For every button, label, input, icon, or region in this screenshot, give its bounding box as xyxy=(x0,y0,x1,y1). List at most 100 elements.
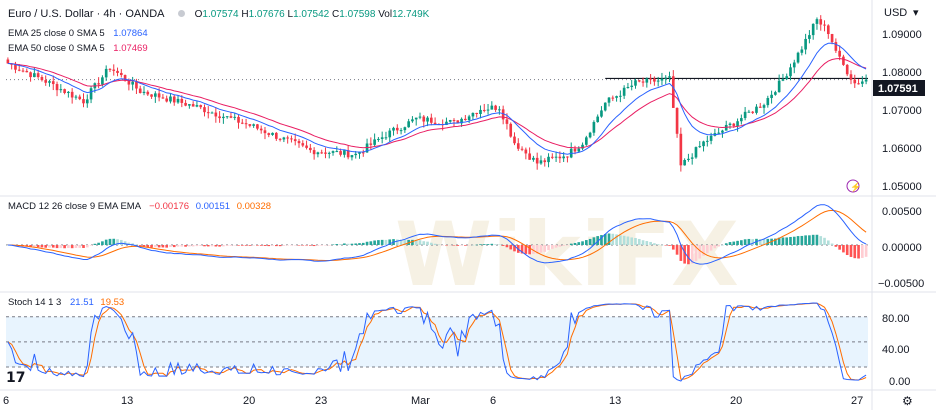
candle-body xyxy=(740,118,743,122)
lightning-icon[interactable] xyxy=(846,179,860,193)
macd-histogram-bar xyxy=(600,235,603,245)
candle-body xyxy=(755,106,758,113)
candle-body xyxy=(350,155,354,158)
macd-histogram-bar xyxy=(543,245,547,252)
macd-histogram-bar xyxy=(89,245,93,246)
macd-histogram-bar xyxy=(116,239,119,245)
stoch-legend[interactable]: Stoch 14 1 3 21.51 19.53 xyxy=(8,297,124,309)
candle-body xyxy=(804,38,807,50)
macd-histogram-bar xyxy=(135,244,138,246)
macd-histogram-bar xyxy=(403,240,407,245)
macd-histogram-bar xyxy=(747,238,751,245)
candle-body xyxy=(637,80,641,82)
macd-histogram-bar xyxy=(823,237,826,245)
macd-histogram-bar xyxy=(286,245,289,246)
candle-body xyxy=(600,110,603,117)
macd-histogram-bar xyxy=(486,244,490,245)
macd-histogram-bar xyxy=(861,245,864,258)
macd-histogram-bar xyxy=(343,243,346,245)
candle-body xyxy=(702,141,705,147)
macd-histogram-bar xyxy=(615,234,618,245)
macd-histogram-bar xyxy=(808,235,811,245)
candle-body xyxy=(464,118,467,121)
candle-body xyxy=(539,160,543,164)
candle-body xyxy=(180,98,184,103)
chevron-down-icon[interactable]: ▾ xyxy=(913,7,919,19)
candle-body xyxy=(403,127,407,131)
ema50-legend[interactable]: EMA 50 close 0 SMA 5 1.07469 xyxy=(8,43,148,55)
macd-histogram-bar xyxy=(743,239,747,245)
macd-histogram-bar xyxy=(864,245,868,257)
candle-body xyxy=(603,102,607,111)
macd-histogram-bar xyxy=(188,245,191,247)
candle-body xyxy=(256,124,259,129)
candle-body xyxy=(467,116,471,121)
price-pane[interactable] xyxy=(6,15,868,172)
stoch-k-value: 21.51 xyxy=(70,297,94,308)
macd-histogram-bar xyxy=(683,245,686,264)
macd-histogram-bar xyxy=(637,238,641,245)
macd-histogram-bar xyxy=(626,236,630,245)
macd-histogram-bar xyxy=(112,238,116,245)
stoch-pane[interactable] xyxy=(6,302,868,382)
macd-histogram-bar xyxy=(687,245,690,265)
candle-body xyxy=(486,109,490,111)
macd-histogram-bar xyxy=(498,244,501,246)
macd-histogram-bar xyxy=(675,245,679,255)
candle-body xyxy=(792,62,796,68)
symbol-title[interactable]: Euro / U.S. Dollar · 4h · OANDA xyxy=(8,8,165,20)
macd-histogram-bar xyxy=(838,245,841,250)
stoch-d-line xyxy=(7,302,867,381)
macd-histogram-bar xyxy=(214,245,218,247)
macd-histogram-bar xyxy=(845,245,849,256)
macd-histogram-bar xyxy=(78,245,82,248)
candle-body xyxy=(861,81,864,84)
candle-body xyxy=(70,91,74,98)
macd-legend[interactable]: MACD 12 26 close 9 EMA EMA −0.00176 0.00… xyxy=(8,201,271,213)
candle-body xyxy=(320,152,324,154)
macd-histogram-bar xyxy=(127,242,131,245)
candle-body xyxy=(588,132,592,138)
macd-histogram-bar xyxy=(796,236,800,245)
macd-histogram-bar xyxy=(358,243,361,245)
candle-body xyxy=(278,138,282,140)
macd-histogram-bar xyxy=(467,245,471,246)
macd-histogram-bar xyxy=(119,239,123,245)
candle-body xyxy=(668,76,671,78)
macd-histogram-bar xyxy=(320,245,324,246)
candle-body xyxy=(505,119,509,124)
candle-body xyxy=(554,156,558,158)
macd-histogram-bar xyxy=(40,245,44,248)
time-tick: 13 xyxy=(609,395,621,407)
macd-histogram-bar xyxy=(781,237,785,245)
macd-histogram-bar xyxy=(656,244,660,245)
macd-histogram-bar xyxy=(430,242,433,245)
macd-histogram-bar xyxy=(101,241,104,245)
macd-histogram-bar xyxy=(63,245,66,249)
candle-body xyxy=(89,88,93,100)
candle-body xyxy=(675,107,679,134)
macd-histogram-bar xyxy=(724,243,728,245)
macd-histogram-bar xyxy=(309,245,312,246)
candle-body xyxy=(59,89,63,91)
macd-histogram-bar xyxy=(316,245,320,246)
stoch-label: Stoch 14 1 3 xyxy=(8,297,62,308)
candle-body xyxy=(104,68,108,78)
macd-histogram-bar xyxy=(146,245,150,248)
ema50-line xyxy=(7,57,867,149)
candle-body xyxy=(222,116,225,119)
status-dot-icon xyxy=(178,10,186,17)
macd-histogram-bar xyxy=(422,241,426,245)
macd-histogram-bar xyxy=(690,245,694,264)
settings-gear-icon[interactable]: ⚙ xyxy=(902,394,913,408)
macd-pane[interactable] xyxy=(6,204,868,265)
macd-histogram-bar xyxy=(312,245,316,247)
time-tick: 20 xyxy=(243,395,255,407)
ema25-legend[interactable]: EMA 25 close 0 SMA 5 1.07864 xyxy=(8,28,148,40)
macd-histogram-bar xyxy=(225,245,229,246)
time-tick: Mar xyxy=(411,395,430,407)
macd-histogram-bar xyxy=(464,245,467,246)
macd-histogram-bar xyxy=(180,245,184,247)
candle-body xyxy=(97,83,100,85)
